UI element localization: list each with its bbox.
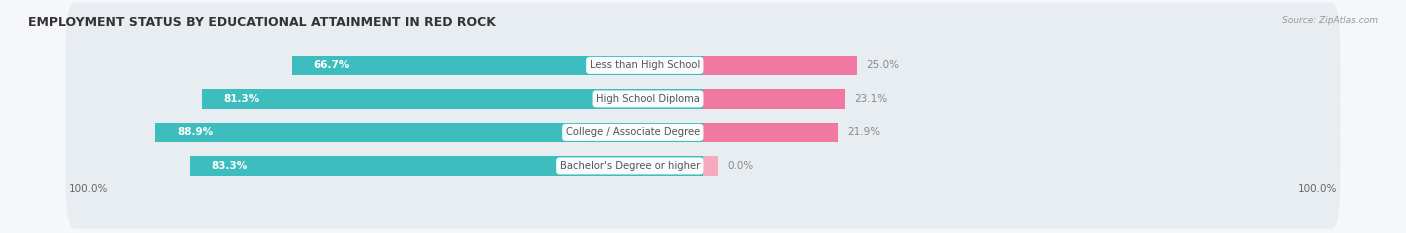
Text: 88.9%: 88.9%	[177, 127, 214, 137]
FancyBboxPatch shape	[66, 3, 1340, 128]
Text: 100.0%: 100.0%	[69, 184, 108, 194]
Bar	[703, 89, 845, 109]
Text: 100.0%: 100.0%	[1298, 184, 1337, 194]
FancyBboxPatch shape	[66, 103, 1340, 229]
Text: Source: ZipAtlas.com: Source: ZipAtlas.com	[1282, 16, 1378, 25]
Text: 25.0%: 25.0%	[866, 60, 900, 70]
Bar	[703, 123, 838, 142]
Text: 81.3%: 81.3%	[224, 94, 260, 104]
Text: High School Diploma: High School Diploma	[596, 94, 700, 104]
Bar	[292, 56, 703, 75]
Text: 0.0%: 0.0%	[728, 161, 754, 171]
Text: EMPLOYMENT STATUS BY EDUCATIONAL ATTAINMENT IN RED ROCK: EMPLOYMENT STATUS BY EDUCATIONAL ATTAINM…	[28, 16, 496, 29]
Bar	[156, 123, 703, 142]
Text: Less than High School: Less than High School	[589, 60, 700, 70]
Text: 66.7%: 66.7%	[314, 60, 350, 70]
Bar	[703, 156, 718, 176]
FancyBboxPatch shape	[66, 36, 1340, 161]
Text: 23.1%: 23.1%	[855, 94, 887, 104]
Bar	[703, 56, 858, 75]
Text: Bachelor's Degree or higher: Bachelor's Degree or higher	[560, 161, 700, 171]
Bar	[190, 156, 703, 176]
FancyBboxPatch shape	[66, 70, 1340, 195]
Bar	[202, 89, 703, 109]
Text: 21.9%: 21.9%	[848, 127, 880, 137]
Text: 83.3%: 83.3%	[211, 161, 247, 171]
Text: College / Associate Degree: College / Associate Degree	[565, 127, 700, 137]
